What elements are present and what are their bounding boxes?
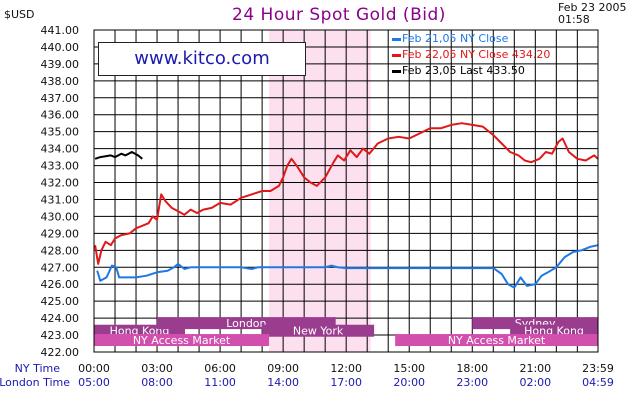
- y-tick-label: 438.00: [41, 75, 80, 88]
- y-tick-label: 432.00: [41, 177, 80, 190]
- session-bar: NY Access Market: [94, 334, 270, 347]
- y-tick-label: 433.00: [41, 160, 80, 173]
- x-tick-label-london: 20:00: [393, 376, 425, 389]
- session-bar-fill: [94, 334, 270, 347]
- session-bar: New York: [262, 324, 375, 338]
- shaded-region: [269, 30, 371, 352]
- x-axis-row-label: NY Time: [15, 362, 61, 375]
- x-tick-label-london: 08:00: [141, 376, 173, 389]
- y-axis-labels: 441.00 440.00 439.00 438.00 437.00 436.00 435.…: [41, 24, 80, 359]
- y-tick-label: 435.00: [41, 126, 80, 139]
- session-bar-fill: [262, 324, 375, 337]
- legend-entry: Feb 21,05 NY Close: [392, 32, 597, 48]
- y-tick-label: 436.00: [41, 109, 80, 122]
- session-label: NY Access Market: [448, 334, 546, 347]
- y-tick-label: 434.00: [41, 143, 80, 156]
- y-tick-label: 437.00: [41, 92, 80, 105]
- x-tick-label-london: 17:00: [330, 376, 362, 389]
- chart-title: 24 Hour Spot Gold (Bid): [232, 5, 446, 25]
- x-tick-label-ny: 15:00: [393, 362, 425, 375]
- session-bar: NY Access Market: [395, 334, 598, 347]
- series-line: [96, 244, 599, 289]
- y-tick-label: 429.00: [41, 227, 80, 240]
- site-link[interactable]: www.kitco.com: [98, 42, 306, 76]
- y-tick-label: 441.00: [41, 24, 80, 37]
- legend-label: Feb 22,05 NY Close 434.20: [402, 48, 551, 61]
- y-tick-label: 426.00: [41, 278, 80, 291]
- y-tick-label: 431.00: [41, 193, 80, 206]
- x-axis-row-label: London Time: [0, 376, 70, 389]
- x-tick-label-ny: 21:00: [519, 362, 551, 375]
- y-tick-label: 430.00: [41, 210, 80, 223]
- legend: Feb 21,05 NY Close Feb 22,05 NY Close 43…: [392, 32, 597, 80]
- session-bar-fill: [510, 324, 598, 337]
- legend-label: Feb 23,05 Last 433.50: [402, 64, 525, 77]
- timestamp-time: 01:58: [558, 13, 590, 26]
- x-tick-label-ny: 18:00: [456, 362, 488, 375]
- plot-frame: [93, 29, 599, 353]
- y-tick-label: 423.00: [41, 329, 80, 342]
- series: [94, 122, 599, 289]
- y-tick-label: 422.00: [41, 346, 80, 359]
- session-label: New York: [293, 325, 344, 338]
- x-tick-label-london: 02:00: [519, 376, 551, 389]
- legend-swatch: [392, 69, 401, 73]
- legend-entry: Feb 23,05 Last 433.50: [392, 64, 597, 80]
- grid: [94, 30, 598, 352]
- x-tick-label-ny: 03:00: [141, 362, 173, 375]
- y-tick-label: 440.00: [41, 41, 80, 54]
- x-tick-label-london: 11:00: [204, 376, 236, 389]
- y-tick-label: 425.00: [41, 295, 80, 308]
- x-tick-label-ny: 12:00: [330, 362, 362, 375]
- timestamp-date: Feb 23 2005: [558, 1, 627, 14]
- y-tick-label: 424.00: [41, 312, 80, 325]
- session-label: NY Access Market: [133, 334, 231, 347]
- series-line: [94, 122, 599, 265]
- y-tick-label: 428.00: [41, 244, 80, 257]
- x-tick-label-london: 05:00: [78, 376, 110, 389]
- x-tick-label-london: 14:00: [267, 376, 299, 389]
- series-line: [94, 151, 143, 160]
- session-label: London: [226, 317, 266, 330]
- legend-entry: Feb 22,05 NY Close 434.20: [392, 48, 597, 64]
- x-tick-label-ny: 00:00: [78, 362, 110, 375]
- legend-swatch: [392, 37, 401, 41]
- legend-label: Feb 21,05 NY Close: [402, 32, 509, 45]
- x-tick-label-ny: 23:59: [582, 362, 614, 375]
- legend-swatch: [392, 53, 401, 57]
- x-tick-label-london: 04:59: [582, 376, 614, 389]
- x-tick-label-ny: 09:00: [267, 362, 299, 375]
- x-tick-label-london: 23:00: [456, 376, 488, 389]
- y-tick-label: 427.00: [41, 261, 80, 274]
- x-tick-label-ny: 06:00: [204, 362, 236, 375]
- y-tick-label: 439.00: [41, 58, 80, 71]
- session-bar-fill: [395, 334, 598, 347]
- y-axis-unit: $USD: [4, 8, 35, 21]
